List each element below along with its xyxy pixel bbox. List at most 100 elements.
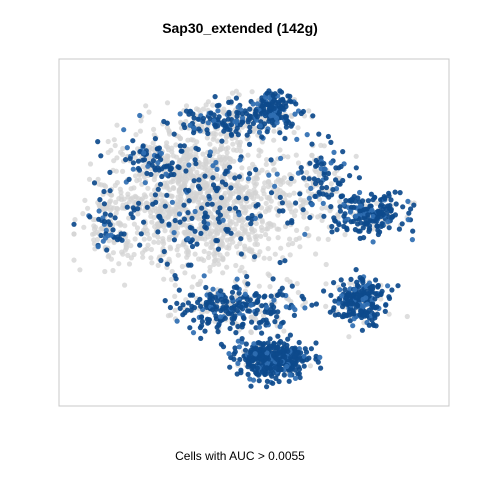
cell-point-below-threshold	[237, 240, 243, 247]
cell-point-below-threshold	[112, 182, 118, 188]
cell-point-above-threshold	[252, 254, 258, 260]
cell-point-above-threshold	[275, 309, 281, 315]
cell-point-above-threshold	[214, 166, 220, 172]
cell-point-above-threshold	[347, 209, 353, 215]
cell-point-below-threshold	[87, 161, 94, 167]
cell-point-above-threshold	[184, 307, 190, 313]
cell-point-above-threshold	[250, 101, 256, 107]
cell-point-below-threshold	[275, 235, 281, 241]
cell-point-below-threshold	[319, 205, 325, 211]
cell-point-above-threshold	[102, 211, 108, 217]
cell-point-above-threshold	[292, 367, 298, 373]
cell-point-below-threshold	[146, 236, 152, 242]
cell-point-above-threshold	[264, 361, 270, 367]
cell-point-above-threshold	[245, 364, 251, 370]
cell-point-above-threshold	[303, 349, 310, 355]
cell-point-above-threshold	[259, 303, 265, 309]
cell-point-above-threshold	[272, 183, 278, 189]
cell-point-below-threshold	[271, 137, 277, 143]
cell-point-below-threshold	[118, 149, 124, 155]
cell-point-above-threshold	[396, 226, 402, 232]
cell-point-above-threshold	[318, 365, 324, 371]
cell-point-below-threshold	[273, 179, 279, 185]
cell-point-above-threshold	[245, 215, 251, 221]
cell-point-below-threshold	[327, 208, 333, 214]
cell-point-above-threshold	[152, 192, 158, 198]
cell-point-above-threshold	[278, 155, 284, 161]
cell-point-below-threshold	[116, 261, 122, 267]
cell-point-above-threshold	[256, 129, 263, 135]
cell-point-above-threshold	[308, 185, 314, 191]
cell-point-above-threshold	[226, 351, 232, 357]
cell-point-above-threshold	[140, 157, 146, 163]
cell-point-above-threshold	[171, 237, 177, 243]
cell-point-below-threshold	[183, 244, 189, 250]
cell-point-below-threshold	[102, 268, 108, 275]
cell-point-above-threshold	[245, 308, 251, 314]
cell-point-above-threshold	[293, 200, 299, 206]
cell-point-above-threshold	[247, 106, 253, 112]
cell-point-above-threshold	[225, 116, 231, 122]
cell-point-above-threshold	[378, 291, 384, 298]
cell-point-above-threshold	[357, 208, 363, 214]
cell-point-above-threshold	[176, 287, 182, 293]
cell-point-above-threshold	[331, 280, 337, 286]
cell-point-above-threshold	[141, 150, 147, 156]
cell-point-above-threshold	[232, 175, 238, 181]
cell-point-below-threshold	[243, 208, 249, 214]
cell-point-above-threshold	[283, 304, 289, 310]
cell-point-above-threshold	[291, 312, 297, 318]
cell-point-above-threshold	[197, 325, 203, 331]
cell-point-below-threshold	[117, 222, 123, 228]
cell-point-above-threshold	[279, 200, 285, 206]
cell-point-above-threshold	[285, 336, 291, 342]
cell-point-above-threshold	[158, 150, 164, 156]
cell-point-below-threshold	[132, 236, 138, 242]
cell-point-below-threshold	[191, 196, 197, 202]
cell-point-above-threshold	[411, 202, 417, 208]
cell-point-below-threshold	[173, 142, 179, 148]
cell-point-above-threshold	[293, 101, 299, 107]
cell-point-above-threshold	[277, 259, 283, 266]
cell-point-above-threshold	[187, 122, 193, 128]
cell-point-above-threshold	[336, 300, 342, 306]
cell-point-above-threshold	[366, 322, 372, 328]
cell-point-above-threshold	[229, 289, 236, 295]
cell-point-above-threshold	[297, 374, 303, 381]
cell-point-above-threshold	[200, 115, 207, 122]
cell-point-above-threshold	[219, 120, 225, 126]
cell-point-above-threshold	[221, 128, 227, 134]
cell-point-below-threshold	[151, 232, 157, 238]
cell-point-above-threshold	[370, 213, 376, 220]
cell-point-above-threshold	[350, 323, 356, 329]
cell-point-above-threshold	[266, 118, 272, 124]
cell-point-above-threshold	[323, 184, 330, 191]
cell-point-above-threshold	[292, 347, 298, 353]
cell-point-below-threshold	[287, 206, 293, 212]
cell-point-above-threshold	[251, 341, 257, 347]
cell-point-below-threshold	[161, 276, 167, 282]
cell-point-above-threshold	[201, 219, 207, 225]
cell-point-above-threshold	[226, 111, 232, 117]
cell-point-below-threshold	[161, 212, 167, 218]
cell-point-below-threshold	[249, 192, 255, 198]
cell-point-above-threshold	[196, 126, 202, 132]
cell-point-above-threshold	[277, 324, 283, 330]
cell-point-above-threshold	[356, 175, 362, 181]
cell-point-above-threshold	[227, 164, 233, 170]
cell-point-above-threshold	[382, 308, 388, 314]
cell-point-above-threshold	[328, 292, 334, 298]
cell-point-above-threshold	[100, 238, 106, 244]
cell-point-above-threshold	[322, 166, 328, 172]
cell-point-below-threshold	[265, 271, 271, 277]
cell-point-below-threshold	[261, 255, 267, 261]
cell-point-below-threshold	[233, 183, 240, 189]
cell-point-above-threshold	[368, 191, 374, 197]
cell-point-above-threshold	[155, 160, 161, 166]
cell-point-above-threshold	[101, 218, 107, 225]
cell-point-above-threshold	[169, 160, 175, 166]
cell-point-above-threshold	[341, 213, 347, 219]
cell-point-above-threshold	[185, 300, 191, 306]
cell-point-above-threshold	[172, 217, 178, 224]
cell-point-above-threshold	[148, 171, 154, 177]
